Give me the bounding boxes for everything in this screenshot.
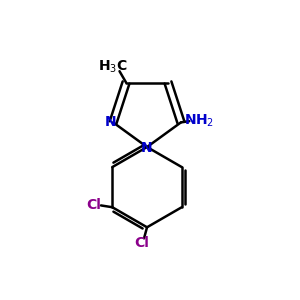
- Text: H$_3$C: H$_3$C: [98, 59, 127, 75]
- Text: N: N: [105, 116, 116, 129]
- Text: NH$_2$: NH$_2$: [184, 113, 214, 129]
- Text: Cl: Cl: [86, 198, 101, 212]
- Text: Cl: Cl: [134, 236, 149, 250]
- Text: N: N: [141, 141, 152, 154]
